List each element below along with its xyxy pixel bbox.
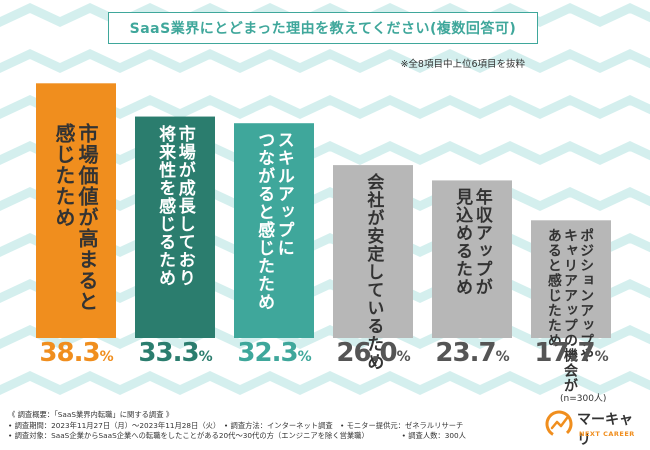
- bar-value-unit-1: %: [99, 349, 114, 365]
- chart-title: SaaS業界にとどまった理由を教えてください(複数回答可): [108, 12, 538, 44]
- logo-mark-icon: [545, 410, 573, 438]
- bar-label-3: スキルアップに つながると感じたため: [254, 131, 294, 312]
- survey-period-method: • 調査期間：2023年11月27日（月）～2023年11月28日（火） • 調…: [8, 420, 464, 430]
- bar-3: [234, 123, 314, 338]
- bar-value-unit-3: %: [297, 349, 312, 365]
- bar-label-1: 市場価値が高まると 感じたため: [52, 123, 99, 313]
- bar-value-5: 23.7%: [427, 338, 517, 368]
- bar-4: [333, 165, 413, 338]
- bar-value-3: 32.3%: [229, 338, 319, 368]
- bar-value-number-4: 26.0: [336, 338, 397, 368]
- chart-note: ※全8項目中上位6項目を抜粋: [400, 59, 525, 70]
- bar-value-unit-2: %: [198, 349, 213, 365]
- bar-6: [531, 220, 611, 338]
- logo-name: マーキャリ: [577, 412, 633, 448]
- survey-overview: 《 調査概要：「SaaS業界内転職」に関する調査 》: [8, 410, 174, 419]
- bar-value-number-5: 23.7: [435, 338, 496, 368]
- bar-value-number-2: 33.3: [138, 338, 199, 368]
- bar-value-unit-5: %: [495, 349, 510, 365]
- brand-logo: マーキャリ NEXT CAREER: [545, 406, 645, 448]
- bar-2: [135, 116, 215, 339]
- bar-value-unit-6: %: [594, 349, 609, 365]
- bar-label-6: ポジションアップや キャリアアップの機会が あると感じたため: [545, 228, 595, 394]
- bar-5: [432, 180, 512, 338]
- bar-label-5: 年収アップが 見込めるため: [452, 188, 492, 297]
- bar-value-number-6: 17.7: [534, 338, 595, 368]
- bar-value-6: 17.7%: [526, 338, 616, 368]
- bar-value-2: 33.3%: [130, 338, 220, 368]
- bar-value-4: 26.0%: [328, 338, 418, 368]
- bar-value-number-1: 38.3: [39, 338, 100, 368]
- bar-label-4: 会社が安定しているため: [363, 173, 384, 372]
- bar-value-number-3: 32.3: [237, 338, 298, 368]
- bar-label-2: 市場が成長しており 将来性を感じるため: [155, 124, 195, 287]
- bar-1: [36, 83, 116, 339]
- bar-value-unit-4: %: [396, 349, 411, 365]
- survey-target: • 調査対象：SaaS企業からSaaS企業への転職をしたことがある20代～30代…: [8, 431, 466, 440]
- sample-size: (n=300人): [560, 394, 607, 404]
- bar-value-1: 38.3%: [31, 338, 121, 368]
- survey-footer: 《 調査概要：「SaaS業界内転職」に関する調査 》 • 調査期間：2023年1…: [8, 410, 528, 442]
- logo-tagline: NEXT CAREER: [579, 430, 635, 438]
